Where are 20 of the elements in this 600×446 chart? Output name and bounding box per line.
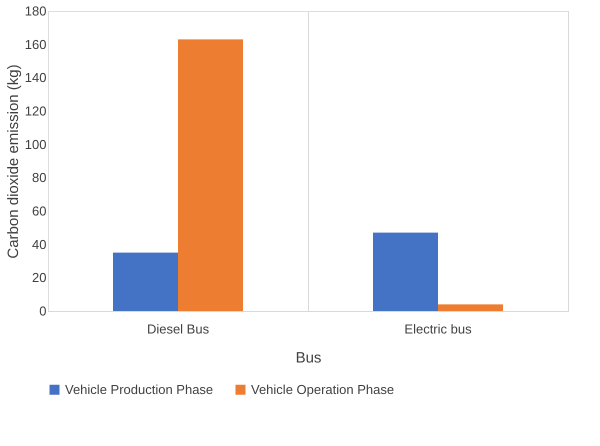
x-tick-label: Electric bus xyxy=(404,322,472,336)
legend-label: Vehicle Operation Phase xyxy=(251,382,394,397)
x-tick-label: Diesel Bus xyxy=(146,322,210,336)
bar xyxy=(438,304,503,311)
y-tick-label: 20 xyxy=(32,270,46,286)
y-tick-label: 0 xyxy=(39,304,46,318)
y-tick-label: 140 xyxy=(24,70,46,86)
y-tick-label: 80 xyxy=(32,170,46,186)
y-tick-label: 120 xyxy=(24,104,46,118)
y-tick-label: 160 xyxy=(24,36,46,52)
bar xyxy=(178,39,243,311)
y-tick-label: 180 xyxy=(24,4,46,18)
legend-label: Vehicle Production Phase xyxy=(65,382,214,397)
y-tick-label: 100 xyxy=(24,136,46,152)
bar xyxy=(373,232,438,311)
x-axis-title: Bus xyxy=(296,350,322,366)
y-axis-title: Carbon dioxide emission (kg) xyxy=(4,64,22,259)
y-tick-label: 40 xyxy=(32,236,46,252)
y-tick-label: 60 xyxy=(32,204,46,218)
bar xyxy=(113,252,178,311)
